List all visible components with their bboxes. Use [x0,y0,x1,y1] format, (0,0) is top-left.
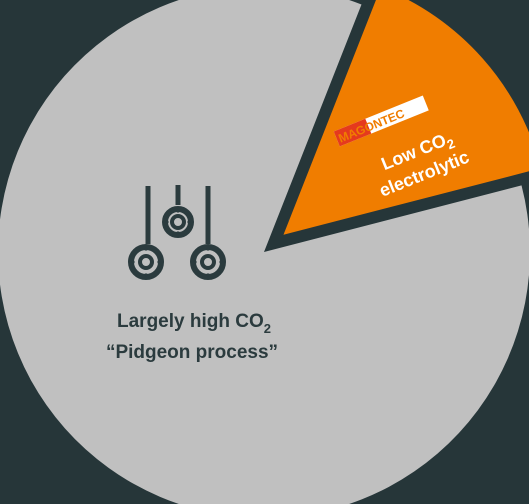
label-pidgeon-line1: Largely high CO2 [117,311,271,336]
retort-furnace-icon [128,185,226,280]
label-pidgeon-line2: “Pidgeon process” [106,342,278,363]
